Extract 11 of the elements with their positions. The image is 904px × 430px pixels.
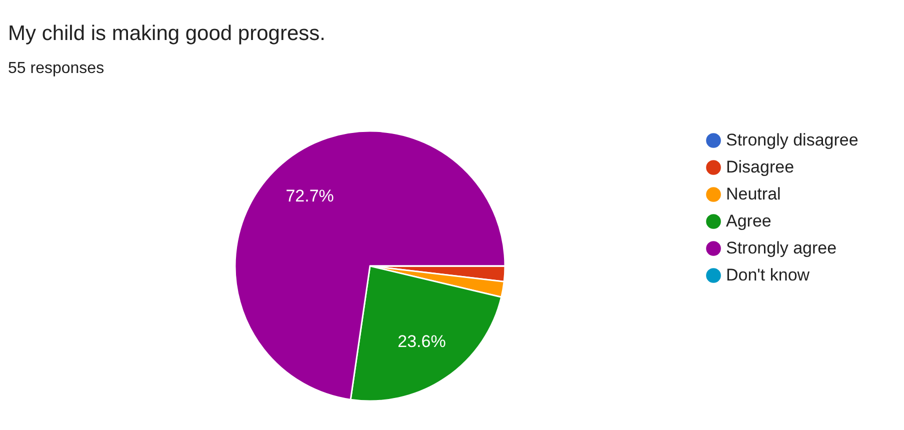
data-label: 72.7% xyxy=(286,186,334,206)
chart-title: My child is making good progress. xyxy=(8,22,326,45)
legend-label: Strongly agree xyxy=(726,238,837,258)
legend-label: Agree xyxy=(726,212,772,230)
legend-label: Neutral xyxy=(726,184,781,204)
legend-label: Don't know xyxy=(726,266,810,284)
text: 55 responses xyxy=(8,60,104,77)
legend-label: Strongly disagree xyxy=(726,130,858,150)
legend-label: Disagree xyxy=(726,158,794,176)
pie-slice xyxy=(234,130,506,400)
data-label: 23.6% xyxy=(398,332,446,352)
